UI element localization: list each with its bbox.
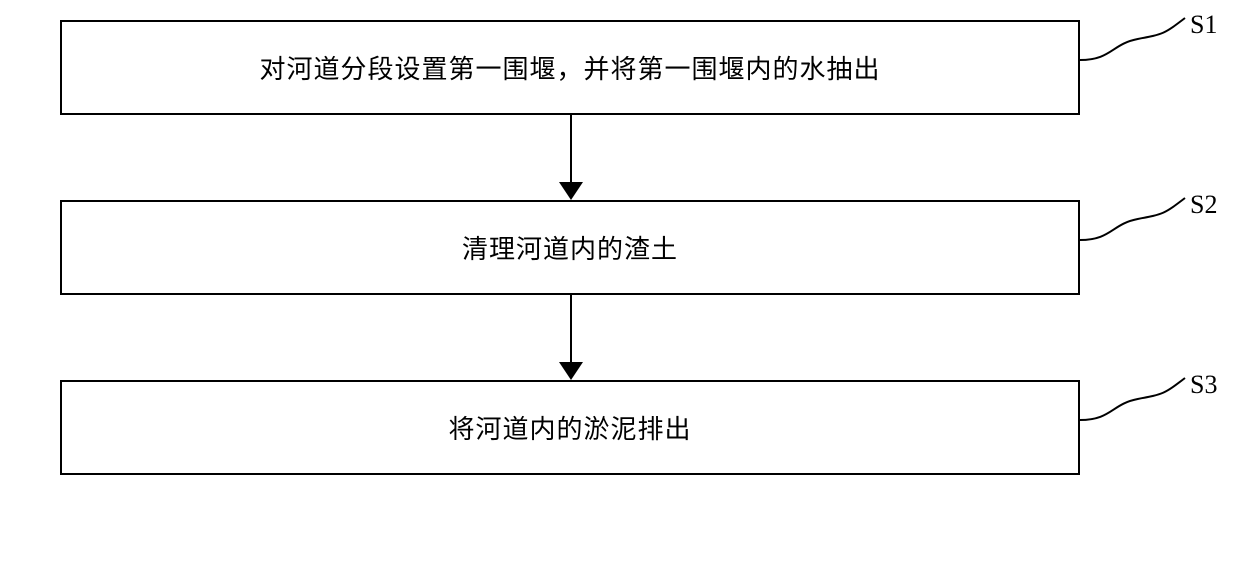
step-label-s1: S1: [1190, 10, 1217, 40]
connector-s1: [1080, 13, 1195, 75]
step-text-s1: 对河道分段设置第一围堰，并将第一围堰内的水抽出: [259, 49, 880, 86]
flowchart-canvas: 对河道分段设置第一围堰，并将第一围堰内的水抽出 清理河道内的渣土 将河道内的淤泥…: [0, 0, 1240, 561]
step-box-s2: 清理河道内的渣土: [60, 200, 1080, 295]
step-text-s3: 将河道内的淤泥排出: [448, 409, 691, 446]
connector-s3: [1080, 373, 1195, 435]
step-box-s1: 对河道分段设置第一围堰，并将第一围堰内的水抽出: [60, 20, 1080, 115]
arrow-line-1: [570, 115, 572, 182]
step-label-s2: S2: [1190, 190, 1217, 220]
step-box-s3: 将河道内的淤泥排出: [60, 380, 1080, 475]
step-text-s2: 清理河道内的渣土: [462, 229, 678, 266]
arrow-head-2: [559, 362, 583, 380]
arrow-line-2: [570, 295, 572, 362]
connector-s2: [1080, 193, 1195, 255]
arrow-head-1: [559, 182, 583, 200]
step-label-s3: S3: [1190, 370, 1217, 400]
